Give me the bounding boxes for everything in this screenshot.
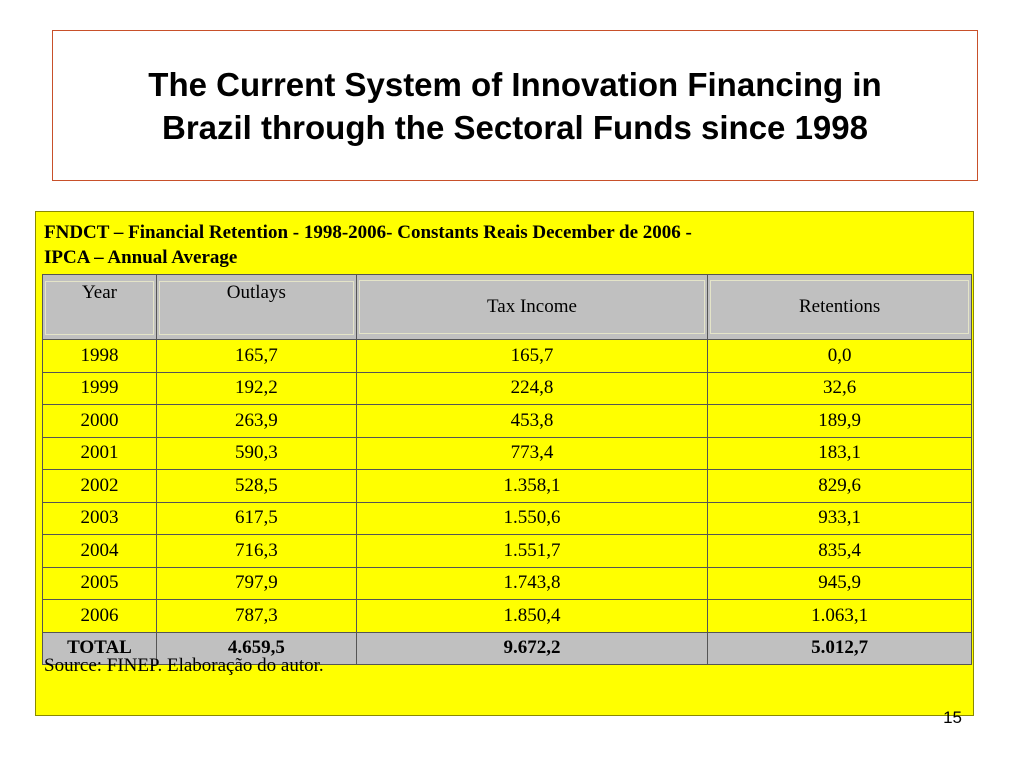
cell-year: 1999 — [42, 371, 157, 405]
cell-tax-income: 224,8 — [355, 371, 709, 405]
table-row: 1998 165,7 165,7 0,0 — [42, 339, 972, 373]
cell-retentions: 829,6 — [707, 469, 972, 503]
header-year: Year — [42, 274, 157, 340]
cell-outlays: 617,5 — [155, 501, 357, 535]
cell-year: 2005 — [42, 566, 157, 600]
table-row: 2003 617,5 1.550,6 933,1 — [42, 501, 972, 535]
table-panel: FNDCT – Financial Retention - 1998-2006-… — [35, 211, 974, 716]
cell-tax-income: 1.551,7 — [355, 534, 709, 568]
cell-tax-income: 1.743,8 — [355, 566, 709, 600]
total-tax-income: 9.672,2 — [355, 631, 709, 665]
cell-outlays: 797,9 — [155, 566, 357, 600]
cell-tax-income: 773,4 — [355, 436, 709, 470]
table-source-note: Source: FINEP. Elaboração do autor. — [44, 655, 324, 676]
cell-year: 2004 — [42, 534, 157, 568]
cell-tax-income: 1.550,6 — [355, 501, 709, 535]
cell-retentions: 835,4 — [707, 534, 972, 568]
cell-outlays: 263,9 — [155, 404, 357, 438]
cell-tax-income: 453,8 — [355, 404, 709, 438]
slide-title: The Current System of Innovation Financi… — [148, 63, 881, 149]
table-row: 2005 797,9 1.743,8 945,9 — [42, 566, 972, 600]
total-outlays: 4.659,5 — [155, 631, 357, 665]
cell-year: 2002 — [42, 469, 157, 503]
cell-retentions: 1.063,1 — [707, 599, 972, 633]
header-retentions: Retentions — [707, 274, 972, 340]
cell-retentions: 189,9 — [707, 404, 972, 438]
cell-retentions: 933,1 — [707, 501, 972, 535]
page-number: 15 — [943, 708, 962, 727]
cell-outlays: 590,3 — [155, 436, 357, 470]
cell-year: 2003 — [42, 501, 157, 535]
header-outlays: Outlays — [155, 274, 357, 340]
cell-retentions: 0,0 — [707, 339, 972, 373]
cell-outlays: 165,7 — [155, 339, 357, 373]
cell-retentions: 183,1 — [707, 436, 972, 470]
table-caption-line-1: FNDCT – Financial Retention - 1998-2006-… — [44, 222, 692, 243]
total-label: TOTAL — [42, 631, 157, 665]
cell-outlays: 716,3 — [155, 534, 357, 568]
table-total-row: TOTAL 4.659,5 9.672,2 5.012,7 — [42, 631, 972, 665]
cell-year: 2000 — [42, 404, 157, 438]
table-caption-line-2: IPCA – Annual Average — [44, 247, 238, 268]
cell-tax-income: 165,7 — [355, 339, 709, 373]
cell-tax-income: 1.850,4 — [355, 599, 709, 633]
table-row: 2004 716,3 1.551,7 835,4 — [42, 534, 972, 568]
cell-year: 2006 — [42, 599, 157, 633]
total-retentions: 5.012,7 — [707, 631, 972, 665]
cell-outlays: 192,2 — [155, 371, 357, 405]
cell-outlays: 528,5 — [155, 469, 357, 503]
table-header-row: Year Outlays Tax Income Retentions — [42, 274, 972, 340]
table-caption: FNDCT – Financial Retention - 1998-2006-… — [44, 220, 944, 270]
table-row: 2002 528,5 1.358,1 829,6 — [42, 469, 972, 503]
table-row: 2001 590,3 773,4 183,1 — [42, 436, 972, 470]
table-row: 2006 787,3 1.850,4 1.063,1 — [42, 599, 972, 633]
table-row: 1999 192,2 224,8 32,6 — [42, 371, 972, 405]
slide-title-box: The Current System of Innovation Financi… — [52, 30, 978, 181]
cell-year: 1998 — [42, 339, 157, 373]
cell-retentions: 945,9 — [707, 566, 972, 600]
cell-tax-income: 1.358,1 — [355, 469, 709, 503]
cell-retentions: 32,6 — [707, 371, 972, 405]
slide-title-line-1: The Current System of Innovation Financi… — [148, 65, 882, 103]
retention-table: Year Outlays Tax Income Retentions 1998 … — [42, 274, 972, 665]
cell-outlays: 787,3 — [155, 599, 357, 633]
cell-year: 2001 — [42, 436, 157, 470]
slide-title-line-2: Brazil through the Sectoral Funds since … — [161, 108, 868, 146]
header-tax-income: Tax Income — [355, 274, 709, 340]
table-row: 2000 263,9 453,8 189,9 — [42, 404, 972, 438]
